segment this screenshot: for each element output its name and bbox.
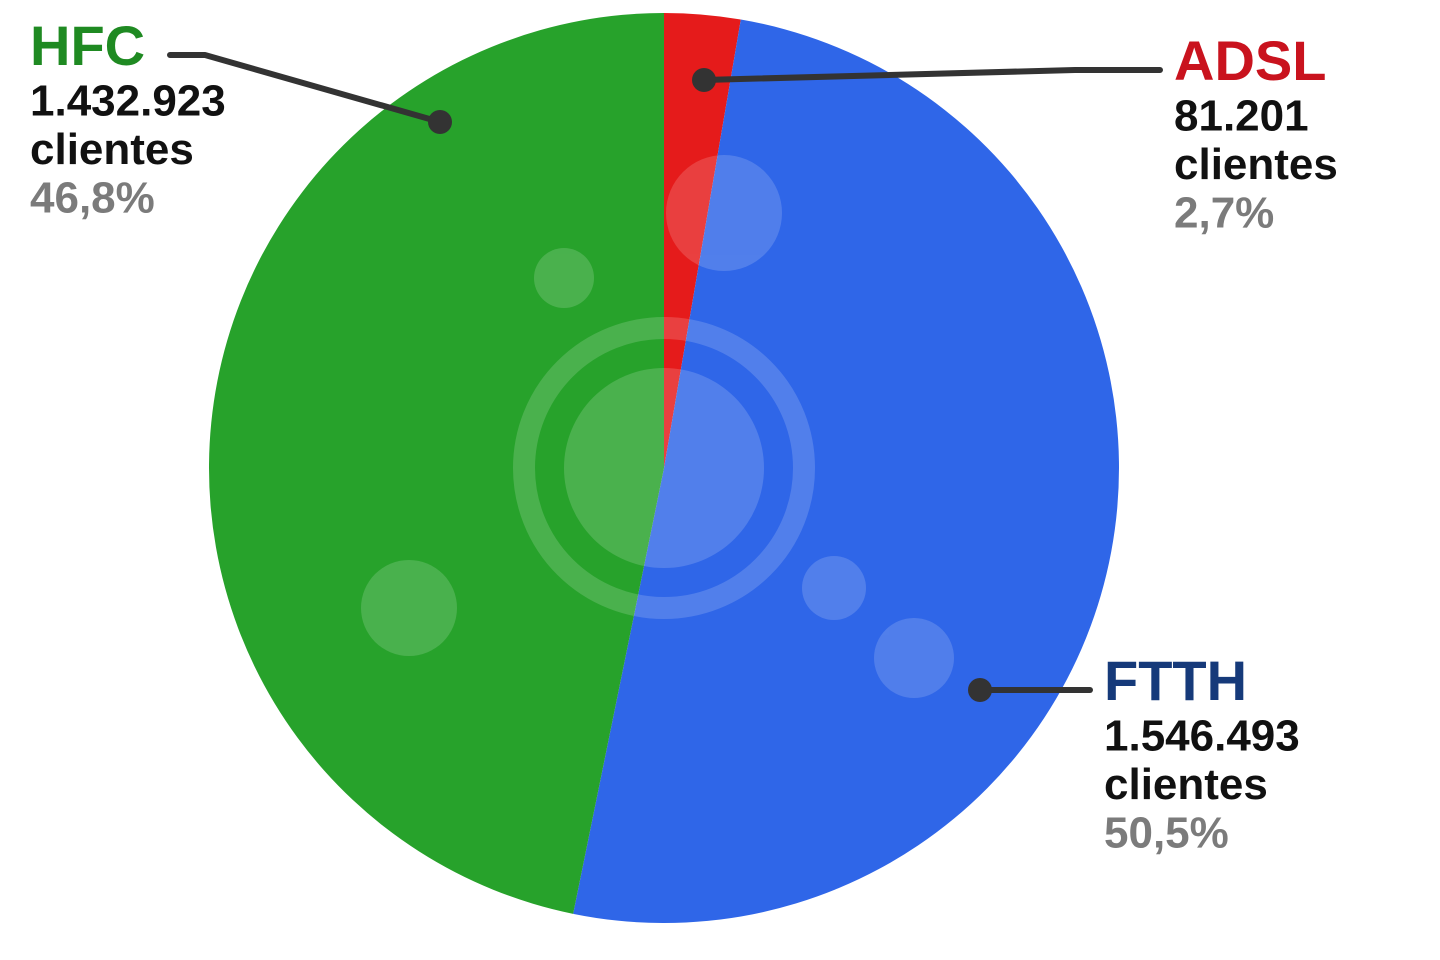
label-pct-hfc: 46,8% [30, 173, 155, 222]
label-title-adsl: ADSL [1174, 29, 1326, 92]
flare-disc-1 [564, 368, 764, 568]
flare-dot-2 [802, 556, 866, 620]
label-sub-hfc: clientes [30, 125, 194, 174]
label-value-ftth: 1.546.493 [1104, 712, 1300, 761]
label-sub-adsl: clientes [1174, 140, 1338, 189]
label-value-adsl: 81.201 [1174, 92, 1309, 141]
leader-dot-hfc [428, 110, 452, 134]
flare-dot-0 [666, 155, 782, 271]
leader-dot-ftth [968, 678, 992, 702]
label-title-hfc: HFC [30, 14, 145, 77]
label-title-ftth: FTTH [1104, 649, 1247, 712]
label-sub-ftth: clientes [1104, 760, 1268, 809]
flare-dot-4 [361, 560, 457, 656]
leader-dot-adsl [692, 68, 716, 92]
label-value-hfc: 1.432.923 [30, 77, 226, 126]
flare-dot-1 [534, 248, 594, 308]
label-pct-adsl: 2,7% [1174, 188, 1274, 237]
flare-dot-3 [874, 618, 954, 698]
label-pct-ftth: 50,5% [1104, 808, 1229, 857]
pie-chart: ADSL81.201clientes2,7%FTTH1.546.493clien… [0, 0, 1440, 960]
